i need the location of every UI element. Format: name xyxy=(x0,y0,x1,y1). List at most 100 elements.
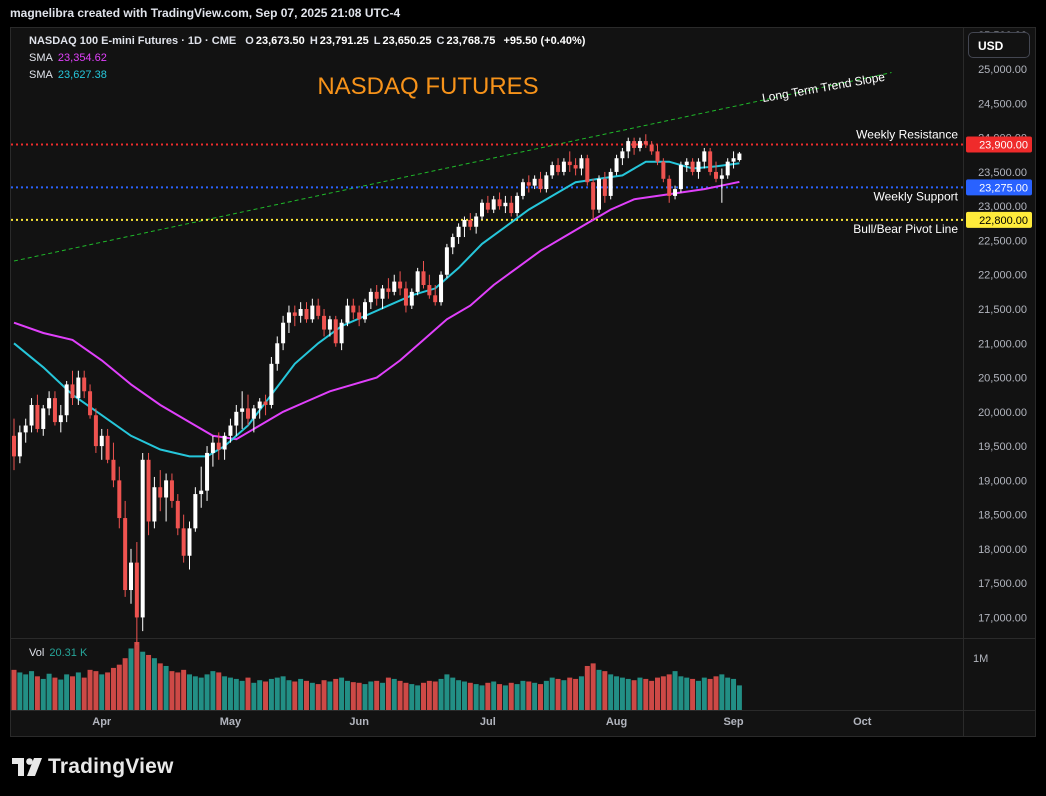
candle-body[interactable] xyxy=(228,425,233,436)
candle-body[interactable] xyxy=(497,199,502,207)
candle-body[interactable] xyxy=(567,161,572,166)
candle-body[interactable] xyxy=(158,487,163,498)
candle-body[interactable] xyxy=(678,165,683,190)
candle-body[interactable] xyxy=(41,408,46,429)
candle-body[interactable] xyxy=(655,151,660,162)
candle-body[interactable] xyxy=(427,285,432,296)
candle-body[interactable] xyxy=(58,415,63,423)
candle-body[interactable] xyxy=(374,291,379,299)
candle-body[interactable] xyxy=(450,237,455,248)
candle-body[interactable] xyxy=(368,291,373,303)
candle-body[interactable] xyxy=(561,161,566,172)
candle-body[interactable] xyxy=(620,151,625,159)
candle-body[interactable] xyxy=(169,480,174,501)
candle-body[interactable] xyxy=(82,377,87,392)
candle-body[interactable] xyxy=(281,322,286,344)
candle-body[interactable] xyxy=(702,151,707,162)
candle-body[interactable] xyxy=(123,518,128,591)
candle-body[interactable] xyxy=(439,274,444,303)
candle-body[interactable] xyxy=(187,528,192,556)
candle-body[interactable] xyxy=(35,404,40,429)
candle-body[interactable] xyxy=(17,432,22,457)
candle-body[interactable] xyxy=(556,165,561,172)
candle-body[interactable] xyxy=(316,305,321,316)
candle-body[interactable] xyxy=(175,500,180,529)
candle-body[interactable] xyxy=(515,195,520,214)
candle-body[interactable] xyxy=(275,343,280,364)
candle-body[interactable] xyxy=(134,562,139,618)
trend-line[interactable] xyxy=(13,72,892,262)
candle-body[interactable] xyxy=(591,182,596,210)
candle-body[interactable] xyxy=(52,398,57,423)
candle-body[interactable] xyxy=(146,459,151,522)
candle-body[interactable] xyxy=(485,202,490,210)
candle-body[interactable] xyxy=(269,363,274,405)
currency-button[interactable]: USD xyxy=(968,32,1030,58)
candle-body[interactable] xyxy=(667,178,672,196)
legend-sma-fast[interactable]: SMA 23,627.38 xyxy=(29,69,109,81)
candle-body[interactable] xyxy=(690,161,695,172)
candle-body[interactable] xyxy=(322,315,327,330)
candle-body[interactable] xyxy=(392,281,397,292)
candle-body[interactable] xyxy=(286,312,291,323)
candle-body[interactable] xyxy=(725,161,730,176)
candle-body[interactable] xyxy=(661,161,666,179)
chart-canvas[interactable]: 17,000.00 17,500.00 18,000.00 18,500.00 19,0… xyxy=(11,28,1035,736)
candle-body[interactable] xyxy=(70,384,75,399)
candle-body[interactable] xyxy=(111,459,116,481)
candle-body[interactable] xyxy=(456,226,461,238)
candle-body[interactable] xyxy=(444,247,449,275)
candle-body[interactable] xyxy=(140,459,145,618)
candle-body[interactable] xyxy=(345,305,350,323)
candle-body[interactable] xyxy=(193,494,198,529)
candle-body[interactable] xyxy=(526,182,531,186)
legend-sma-slow[interactable]: SMA 23,354.62 xyxy=(29,52,109,64)
candle-body[interactable] xyxy=(240,408,245,412)
candle-body[interactable] xyxy=(468,219,473,227)
candle-body[interactable] xyxy=(105,435,110,460)
candle-body[interactable] xyxy=(579,158,584,169)
candle-body[interactable] xyxy=(164,480,169,498)
candle-body[interactable] xyxy=(246,408,250,419)
chart-frame[interactable]: 17,000.00 17,500.00 18,000.00 18,500.00 19,0… xyxy=(10,27,1036,737)
candle-body[interactable] xyxy=(298,309,303,316)
candle-body[interactable] xyxy=(585,158,590,183)
candle-body[interactable] xyxy=(421,271,426,286)
candle-body[interactable] xyxy=(503,202,508,207)
candle-body[interactable] xyxy=(199,490,204,495)
candle-body[interactable] xyxy=(673,189,678,196)
candle-body[interactable] xyxy=(597,178,601,210)
candle-body[interactable] xyxy=(181,528,186,556)
legend-symbol[interactable]: NASDAQ 100 E-mini Futures · 1D · CME xyxy=(29,35,237,47)
candle-body[interactable] xyxy=(433,295,438,303)
candle-body[interactable] xyxy=(649,144,654,152)
candle-body[interactable] xyxy=(737,153,742,161)
candle-body[interactable] xyxy=(544,175,549,190)
candle-body[interactable] xyxy=(333,319,338,344)
candle-body[interactable] xyxy=(29,404,34,426)
candle-body[interactable] xyxy=(88,391,93,416)
candle-body[interactable] xyxy=(234,411,239,426)
candle-body[interactable] xyxy=(714,171,718,179)
candle-body[interactable] xyxy=(304,309,309,320)
legend-volume[interactable]: Vol 20.31 K xyxy=(29,647,89,659)
candle-body[interactable] xyxy=(573,165,578,169)
candle-body[interactable] xyxy=(129,562,133,591)
candle-body[interactable] xyxy=(76,377,81,399)
candle-body[interactable] xyxy=(550,165,555,176)
tradingview-logo[interactable]: TradingView xyxy=(12,755,174,779)
candle-body[interactable] xyxy=(520,182,525,196)
candle-body[interactable] xyxy=(474,216,479,227)
candle-body[interactable] xyxy=(409,291,414,306)
candle-body[interactable] xyxy=(398,281,403,289)
candle-body[interactable] xyxy=(696,161,701,172)
candle-body[interactable] xyxy=(327,319,332,330)
candle-body[interactable] xyxy=(152,487,157,522)
candle-body[interactable] xyxy=(222,435,227,450)
candle-body[interactable] xyxy=(210,442,215,453)
candle-body[interactable] xyxy=(626,141,631,152)
candle-body[interactable] xyxy=(403,288,408,306)
candle-body[interactable] xyxy=(357,312,362,320)
candle-body[interactable] xyxy=(117,480,122,519)
candle-body[interactable] xyxy=(462,219,467,227)
